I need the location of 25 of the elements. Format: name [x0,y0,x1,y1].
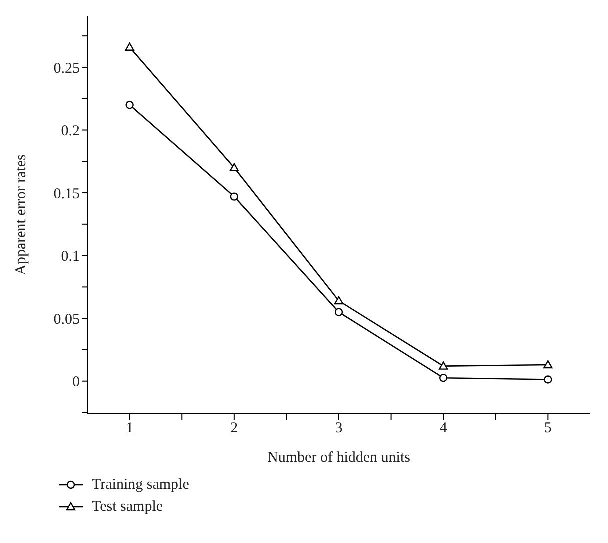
y-tick-label: 0.1 [61,249,80,266]
x-axis-title: Number of hidden units [268,450,411,466]
legend-label: Test sample [92,498,164,516]
legend-label: Training sample [92,476,190,494]
x-tick-label: 2 [230,420,238,437]
point [438,362,448,370]
point [230,192,239,201]
point [544,376,552,384]
point [439,374,448,382]
point [125,42,134,51]
y-tick-label: 0 [72,374,80,391]
y-tick-label: 0.2 [61,124,80,140]
x-tick-label: 5 [544,420,552,437]
point [334,308,344,316]
x-tick-label: 3 [335,420,343,437]
x-tick-label: 4 [440,420,448,437]
x-tick-label: 1 [126,420,134,437]
point [544,360,553,369]
y-tick-label: 0.15 [54,186,80,202]
point [126,101,134,110]
y-tick-label: 0.25 [54,60,80,77]
y-axis-title: Apparent error rates [13,154,30,276]
point [334,296,344,305]
point [230,163,240,172]
y-tick-label: 0.05 [54,312,80,328]
